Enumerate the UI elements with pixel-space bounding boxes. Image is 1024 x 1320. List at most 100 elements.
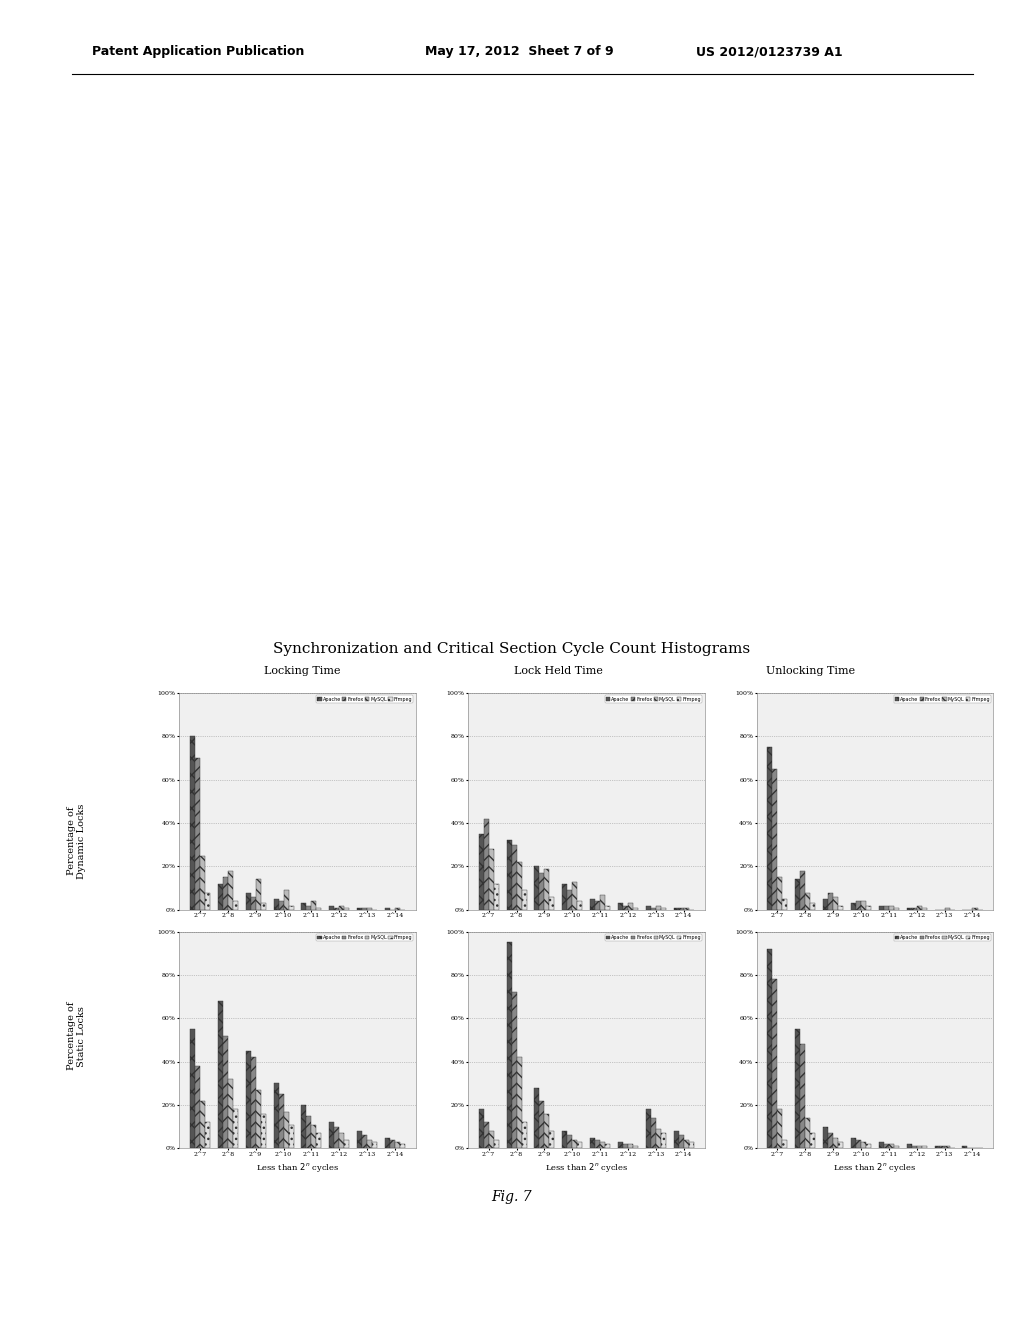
Bar [246,892,251,909]
Bar [656,906,660,909]
Legend: Apache, Firefox, MySQL, Ffmpeg: Apache, Firefox, MySQL, Ffmpeg [605,696,702,702]
Bar [261,1114,266,1148]
Bar [483,1122,488,1148]
Bar [684,908,689,909]
Bar [190,737,195,909]
Bar [218,1001,223,1148]
Bar [494,884,499,909]
Bar [922,908,927,909]
Bar [228,1078,232,1148]
Bar [772,768,777,909]
Bar [284,890,289,909]
Bar [839,906,843,909]
Bar [889,906,894,909]
Bar [605,906,610,909]
Bar [911,908,916,909]
Bar [618,903,623,909]
Bar [232,1109,238,1148]
Bar [478,834,483,909]
Bar [550,1131,554,1148]
Bar [660,908,666,909]
X-axis label: Less than $2^n$ cycles: Less than $2^n$ cycles [545,1162,628,1173]
Bar [339,1133,344,1148]
Bar [344,1139,349,1148]
Bar [911,1146,916,1148]
Legend: Apache, Firefox, MySQL, Ffmpeg: Apache, Firefox, MySQL, Ffmpeg [316,696,414,702]
Legend: Apache, Firefox, MySQL, Ffmpeg: Apache, Firefox, MySQL, Ffmpeg [894,696,991,702]
Bar [646,906,651,909]
Bar [507,942,512,1148]
Bar [884,1144,889,1148]
Bar [879,1142,884,1148]
Bar [488,849,494,909]
Bar [567,1135,572,1148]
Bar [512,845,516,909]
Bar [311,902,316,909]
Bar [284,1111,289,1148]
Bar [562,884,567,909]
Bar [906,908,911,909]
Bar [200,1101,205,1148]
Bar [385,1138,390,1148]
Bar [600,1142,605,1148]
Bar [540,1101,545,1148]
Bar [922,1146,927,1148]
Bar [646,1109,651,1148]
Bar [801,871,805,909]
Bar [334,908,339,909]
Bar [628,1144,633,1148]
Bar [633,1146,638,1148]
Bar [306,906,311,909]
Bar [600,895,605,909]
Bar [856,902,861,909]
Bar [279,1094,284,1148]
Bar [516,1057,521,1148]
Text: Fig. 7: Fig. 7 [492,1191,532,1204]
Bar [916,1146,922,1148]
Bar [805,1118,810,1148]
Bar [311,1125,316,1148]
Bar [256,879,261,909]
Bar [590,1138,595,1148]
Bar [521,890,526,909]
Bar [935,1146,940,1148]
Text: May 17, 2012  Sheet 7 of 9: May 17, 2012 Sheet 7 of 9 [425,45,613,58]
Bar [660,1133,666,1148]
Text: Locking Time: Locking Time [264,665,340,676]
Bar [550,896,554,909]
Bar [834,896,839,909]
Bar [973,908,978,909]
Bar [195,758,200,909]
Bar [782,899,787,909]
Bar [823,899,828,909]
Bar [301,903,306,909]
Bar [316,908,322,909]
Bar [651,1118,656,1148]
Bar [362,1135,368,1148]
Bar [368,908,372,909]
Bar [390,1139,395,1148]
Bar [572,882,578,909]
Bar [357,1131,362,1148]
Bar [879,906,884,909]
Bar [810,1133,815,1148]
Bar [894,1146,899,1148]
Bar [823,1127,828,1148]
Bar [866,906,871,909]
Bar [395,908,400,909]
Bar [223,1036,228,1148]
Bar [851,1138,856,1148]
Bar [330,906,334,909]
Bar [545,869,550,909]
Bar [889,1144,894,1148]
Bar [767,747,772,909]
Bar [940,1146,944,1148]
Bar [512,993,516,1148]
Bar [828,892,834,909]
Bar [628,903,633,909]
Bar [301,1105,306,1148]
Bar [651,908,656,909]
Bar [679,1135,684,1148]
Bar [884,906,889,909]
Bar [483,818,488,909]
